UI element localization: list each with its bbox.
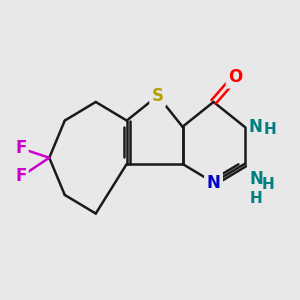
Text: N: N — [207, 173, 220, 191]
Text: N: N — [248, 118, 262, 136]
Text: H: H — [249, 190, 262, 206]
Text: N: N — [249, 170, 263, 188]
Text: H: H — [262, 177, 274, 192]
Text: H: H — [264, 122, 277, 137]
Text: O: O — [228, 68, 242, 86]
Text: S: S — [152, 87, 164, 105]
Text: F: F — [16, 167, 27, 185]
Text: F: F — [16, 140, 27, 158]
